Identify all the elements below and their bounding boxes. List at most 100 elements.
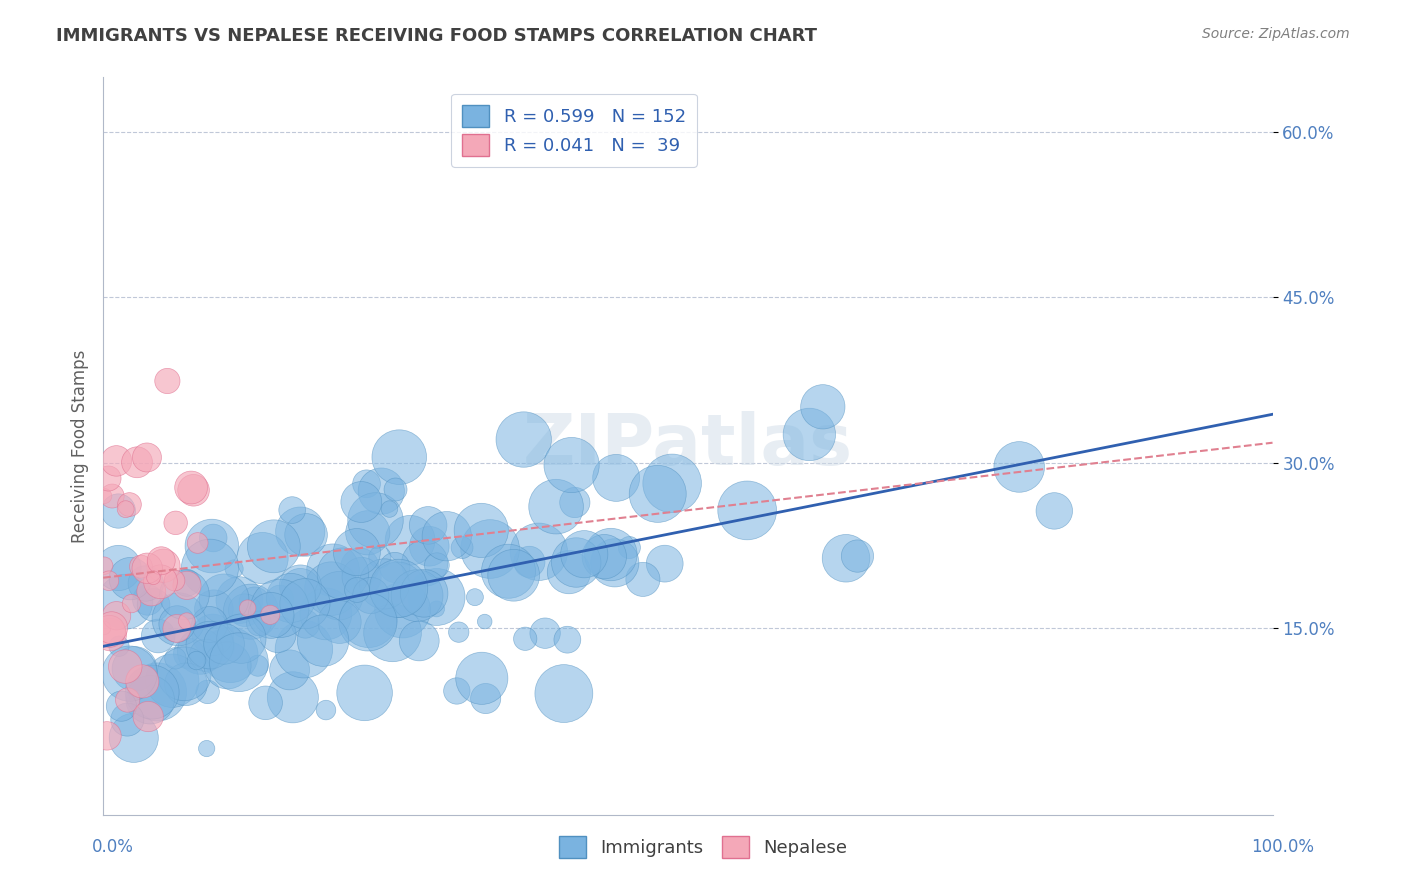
Point	[208, 639, 231, 653]
Point	[117, 713, 139, 727]
Point	[100, 621, 122, 635]
Point	[194, 648, 217, 663]
Point	[136, 561, 159, 575]
Point	[534, 626, 557, 640]
Point	[118, 666, 141, 681]
Point	[408, 633, 430, 648]
Point	[350, 570, 373, 584]
Point	[315, 607, 337, 621]
Text: 0.0%: 0.0%	[91, 838, 134, 856]
Point	[105, 608, 128, 623]
Point	[176, 575, 198, 590]
Point	[346, 545, 368, 559]
Point	[364, 513, 387, 527]
Point	[98, 627, 121, 641]
Point	[661, 476, 683, 491]
Point	[114, 502, 136, 516]
Point	[259, 607, 281, 622]
Point	[471, 671, 494, 685]
Point	[357, 612, 380, 626]
Point	[177, 647, 200, 661]
Point	[426, 590, 449, 604]
Point	[98, 624, 121, 639]
Point	[212, 637, 235, 651]
Point	[107, 561, 129, 575]
Point	[198, 617, 221, 632]
Point	[418, 539, 440, 553]
Point	[219, 648, 242, 662]
Point	[135, 576, 157, 591]
Point	[166, 616, 188, 631]
Point	[183, 483, 205, 498]
Point	[93, 489, 115, 503]
Point	[263, 539, 285, 553]
Point	[512, 433, 534, 447]
Point	[166, 622, 188, 636]
Point	[108, 639, 131, 653]
Point	[350, 495, 373, 509]
Point	[593, 549, 616, 564]
Point	[173, 588, 195, 602]
Point	[418, 518, 440, 533]
Point	[474, 691, 496, 706]
Point	[413, 586, 436, 600]
Point	[294, 597, 316, 611]
Point	[470, 524, 492, 538]
Point	[406, 589, 429, 603]
Point	[267, 627, 290, 641]
Point	[498, 564, 520, 578]
Point	[136, 593, 159, 607]
Point	[370, 484, 392, 499]
Point	[799, 427, 821, 442]
Point	[269, 601, 291, 615]
Point	[201, 539, 224, 553]
Point	[647, 487, 669, 501]
Point	[619, 541, 641, 555]
Point	[357, 525, 380, 540]
Point	[122, 731, 145, 745]
Legend: Immigrants, Nepalese: Immigrants, Nepalese	[551, 829, 855, 865]
Point	[281, 690, 304, 705]
Point	[252, 551, 274, 566]
Point	[464, 590, 486, 604]
Point	[125, 455, 148, 469]
Point	[180, 481, 202, 495]
Text: ZIPatlas: ZIPatlas	[523, 411, 853, 481]
Point	[292, 642, 315, 657]
Point	[387, 582, 409, 597]
Point	[654, 557, 676, 571]
Point	[735, 503, 758, 517]
Point	[388, 450, 411, 464]
Point	[349, 560, 371, 574]
Text: IMMIGRANTS VS NEPALESE RECEIVING FOOD STAMPS CORRELATION CHART: IMMIGRANTS VS NEPALESE RECEIVING FOOD ST…	[56, 27, 817, 45]
Point	[328, 589, 350, 603]
Point	[290, 581, 312, 595]
Point	[114, 659, 136, 673]
Point	[165, 516, 187, 530]
Point	[105, 454, 128, 468]
Point	[811, 400, 834, 414]
Point	[198, 560, 221, 574]
Point	[117, 693, 139, 707]
Point	[312, 633, 335, 648]
Point	[167, 612, 190, 626]
Point	[290, 579, 312, 593]
Point	[202, 531, 225, 545]
Point	[378, 502, 401, 516]
Point	[564, 495, 586, 509]
Point	[479, 541, 502, 556]
Point	[149, 574, 172, 589]
Point	[603, 556, 626, 570]
Point	[236, 601, 259, 615]
Point	[217, 658, 239, 673]
Point	[295, 528, 318, 542]
Point	[165, 651, 187, 665]
Point	[557, 632, 579, 647]
Point	[413, 556, 436, 570]
Point	[228, 593, 250, 607]
Point	[114, 595, 136, 609]
Point	[631, 573, 654, 587]
Point	[93, 621, 115, 635]
Point	[139, 692, 162, 706]
Point	[174, 677, 197, 691]
